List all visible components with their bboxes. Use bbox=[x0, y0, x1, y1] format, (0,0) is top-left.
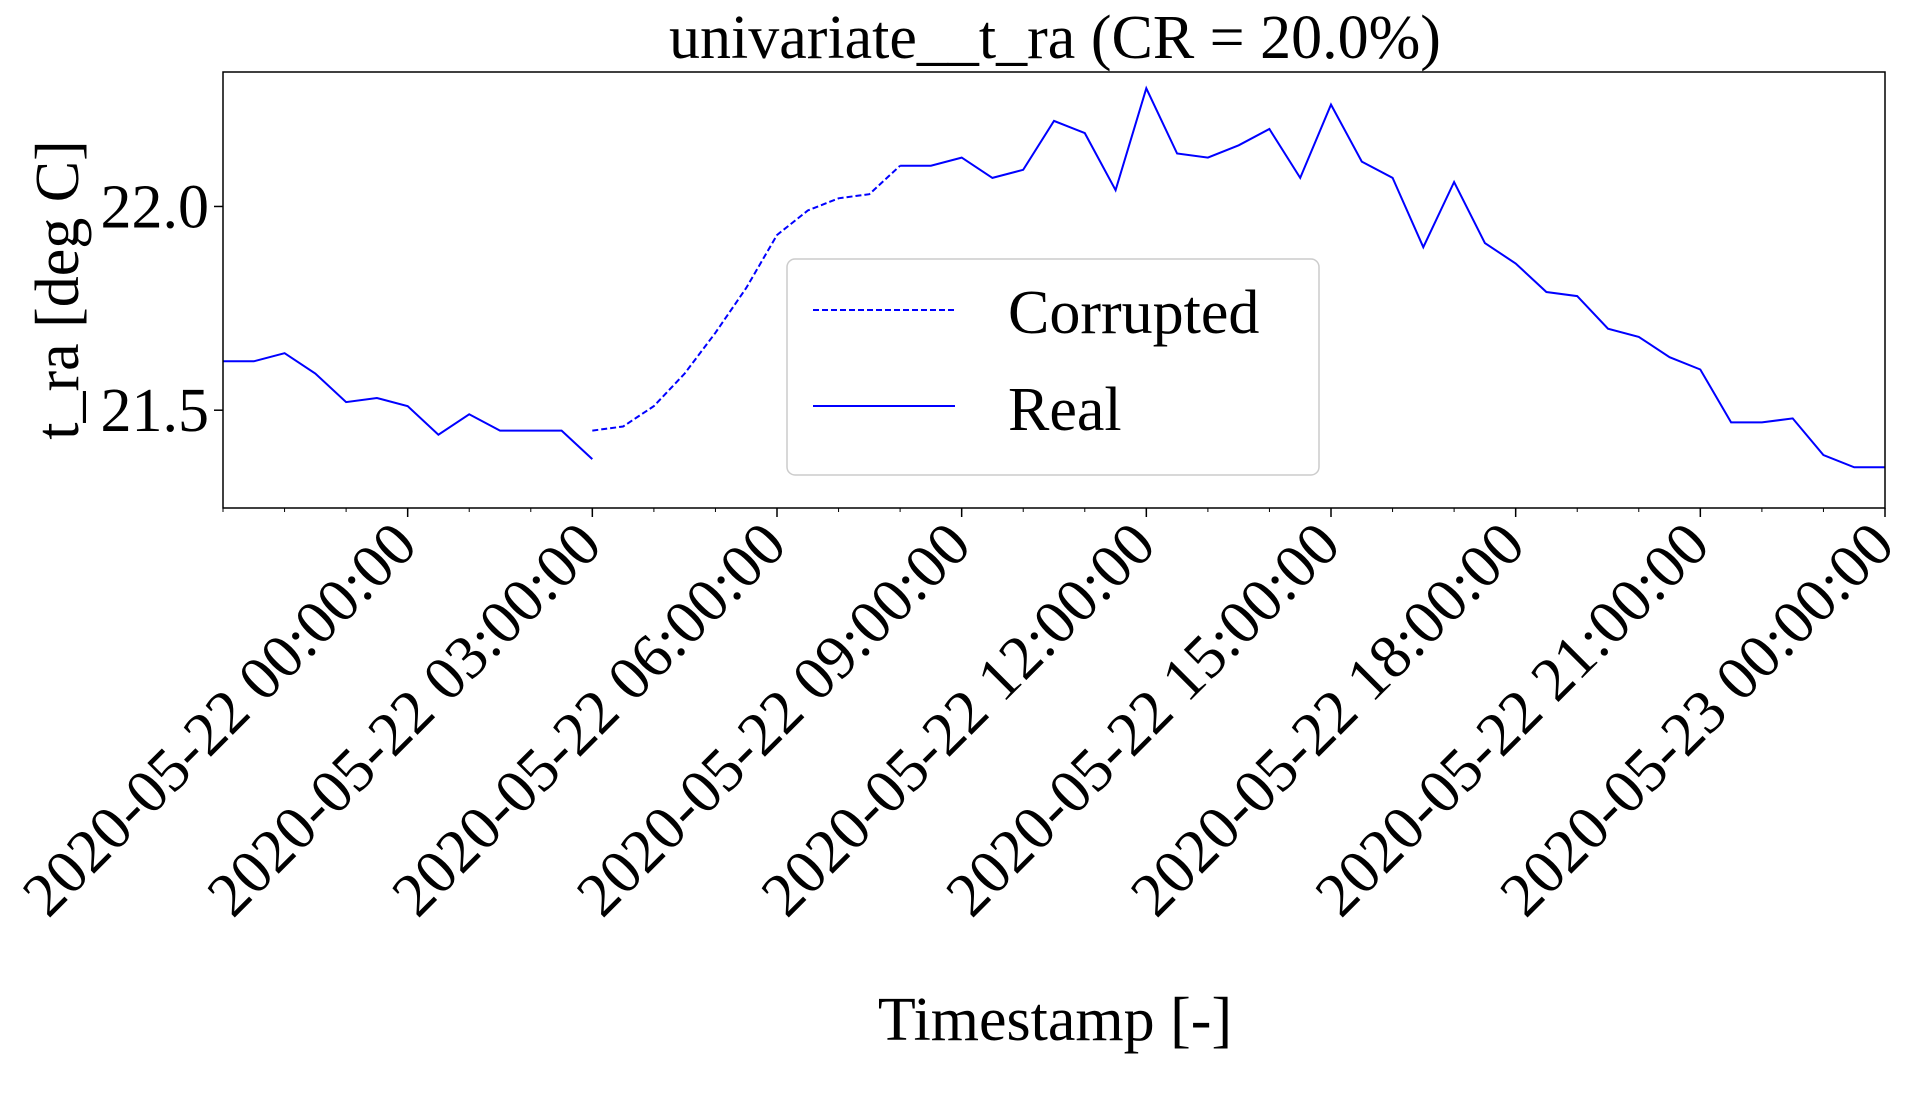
y-axis-label: t_ra [deg C] bbox=[24, 140, 92, 440]
chart-title: univariate__t_ra (CR = 20.0%) bbox=[669, 4, 1441, 72]
x-axis-label: Timestamp [-] bbox=[878, 986, 1232, 1054]
legend-corrupted-label: Corrupted bbox=[1008, 279, 1259, 347]
legend-box bbox=[786, 258, 1320, 476]
legend-real-label: Real bbox=[1008, 376, 1122, 444]
series-line-real-2 bbox=[900, 85, 1885, 469]
series-line-corrupted bbox=[592, 164, 901, 432]
series-line-real-1 bbox=[223, 352, 593, 460]
plot-frame bbox=[222, 71, 1886, 509]
y-tick-label: 22.0 bbox=[101, 173, 210, 241]
legend: Corrupted Real bbox=[786, 258, 1320, 476]
y-tick-label: 21.5 bbox=[101, 377, 210, 445]
